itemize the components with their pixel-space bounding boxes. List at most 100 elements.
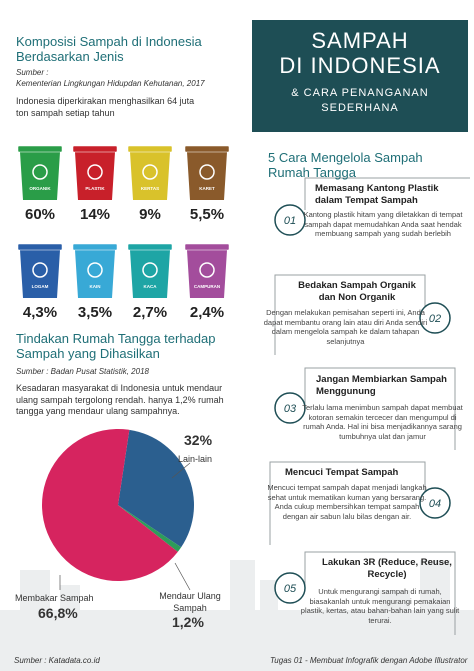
bin-percent: 2,7% (132, 304, 168, 321)
title-line: DI INDONESIA (279, 53, 441, 78)
bin: LOGAM (17, 243, 63, 298)
recycle-icon (142, 262, 158, 278)
footer-source: Sumber : Katadata.co.id (14, 656, 100, 665)
bin-percent: 60% (24, 206, 56, 223)
pie-value: 32% (184, 432, 213, 448)
step-number: 03 (284, 403, 297, 415)
step-body: Mencuci tempat sampah dapat menjadi lang… (267, 483, 427, 522)
step-title: Mencuci Tempat Sampah (285, 467, 399, 478)
recycle-icon (199, 262, 215, 278)
bin-percent: 3,5% (77, 304, 113, 321)
step-title: Lakukan 3R (Reduce, Reuse, Recycle) (322, 557, 452, 580)
recycle-icon (87, 164, 103, 180)
leader-line (174, 562, 191, 591)
bin: KACA (127, 243, 173, 298)
subtitle-line: SEDERHANA (321, 102, 399, 114)
bin-lid (72, 145, 118, 153)
bin-label: KAIN (90, 284, 101, 289)
section-title: Tindakan Rumah Tangga terhadap Sampah ya… (16, 331, 216, 361)
source: Sumber : Badan Pusat Statistik, 2018 (16, 367, 149, 376)
paragraph: Kesadaran masyarakat di Indonesia untuk … (16, 383, 224, 416)
bin-lid (184, 145, 230, 153)
step-badge (419, 487, 451, 519)
bin-body (20, 250, 60, 298)
skyline (0, 560, 474, 671)
step-title: Jangan Membiarkan Sampah Menggunung (316, 374, 447, 397)
header: SAMPAH DI INDONESIA & CARA PENANGANAN SEDE… (252, 20, 468, 132)
bin-body (75, 250, 115, 298)
footer-note: Tugas 01 - Membuat Infografik dengan Ado… (270, 656, 468, 665)
bin: KARET (184, 145, 230, 200)
pie-label: Mendaur Ulang Sampah (159, 591, 221, 613)
bin: CAMPURAN (184, 243, 230, 298)
recycle-icon (142, 164, 158, 180)
step-badge (274, 204, 306, 236)
bin: KERTAS (127, 145, 173, 200)
bin-label: KERTAS (141, 186, 159, 191)
bin-lid (127, 243, 173, 251)
step-badge (274, 572, 306, 604)
recycle-icon (199, 164, 215, 180)
step-body: Untuk mengurangi sampah di rumah, biasak… (300, 587, 460, 626)
section-title: 5 Cara Mengelola Sampah Rumah Tangga (268, 150, 423, 180)
bin-lid (184, 243, 230, 251)
pie-slice (42, 429, 178, 582)
bin-body (130, 250, 170, 298)
bin-body (130, 152, 170, 200)
pie-value: 66,8% (38, 605, 78, 621)
bin: PLASTIK (72, 145, 118, 200)
step-number: 02 (429, 313, 441, 325)
recycle-icon (87, 262, 103, 278)
bin-body (187, 152, 227, 200)
intro: Indonesia diperkirakan menghasilkan 64 j… (16, 96, 195, 118)
step-body: Terlalu lama menimbun sampah dapat membu… (302, 403, 463, 442)
header-title: SAMPAH DI INDONESIA (252, 28, 468, 78)
bin-percent: 4,3% (22, 304, 58, 321)
recycle-icon (32, 164, 48, 180)
recycle-icon (32, 262, 48, 278)
bin-label: KARET (199, 186, 215, 191)
leader-line (171, 462, 191, 479)
bin-label: ORGANIK (29, 186, 51, 191)
source-label: Sumber : (16, 68, 49, 77)
bin-lid (17, 145, 63, 153)
pie-label: Lain-lain (178, 454, 213, 464)
title-line: SAMPAH (311, 28, 409, 53)
step-number: 04 (429, 498, 441, 510)
bin-label: CAMPURAN (194, 284, 220, 289)
step-title: Memasang Kantong Plastik dalam Tempat Sa… (315, 183, 439, 206)
step-badge (274, 392, 306, 424)
step-body: Dengan melakukan pemisahan seperti ini, … (263, 308, 428, 347)
bin-percent: 14% (79, 206, 111, 223)
bin-percent: 5,5% (189, 206, 225, 223)
pie-slice (118, 429, 194, 548)
bin-percent: 2,4% (189, 304, 225, 321)
subtitle-line: & CARA PENANGANAN (291, 87, 429, 99)
bin-lid (17, 243, 63, 251)
bin-lid (72, 243, 118, 251)
bin-body (75, 152, 115, 200)
bin-label: KACA (144, 284, 158, 289)
bin-lid (127, 145, 173, 153)
step-body: Kantong plastik hitam yang diletakkan di… (303, 210, 463, 239)
bin-label: PLASTIK (85, 186, 105, 191)
step-connector (269, 177, 470, 635)
step-title: Bedakan Sampah Organik dan Non Organik (298, 280, 416, 303)
pie-slice (118, 505, 182, 552)
step-number: 01 (284, 215, 296, 227)
bin-body (20, 152, 60, 200)
source: Kementerian Lingkungan Hidupdan Kehutana… (16, 79, 205, 88)
step-number: 05 (284, 583, 297, 595)
bin-percent: 9% (139, 206, 161, 223)
bin: KAIN (72, 243, 118, 298)
section-title: Komposisi Sampah di Indonesia Berdasarka… (16, 34, 202, 64)
pie-value: 1,2% (172, 614, 204, 630)
bin-body (187, 250, 227, 298)
header-subtitle: & CARA PENANGANAN SEDERHANA (252, 86, 468, 116)
step-badge (419, 302, 451, 334)
bin: ORGANIK (17, 145, 63, 200)
pie-label: Membakar Sampah (15, 593, 94, 603)
bin-label: LOGAM (32, 284, 49, 289)
